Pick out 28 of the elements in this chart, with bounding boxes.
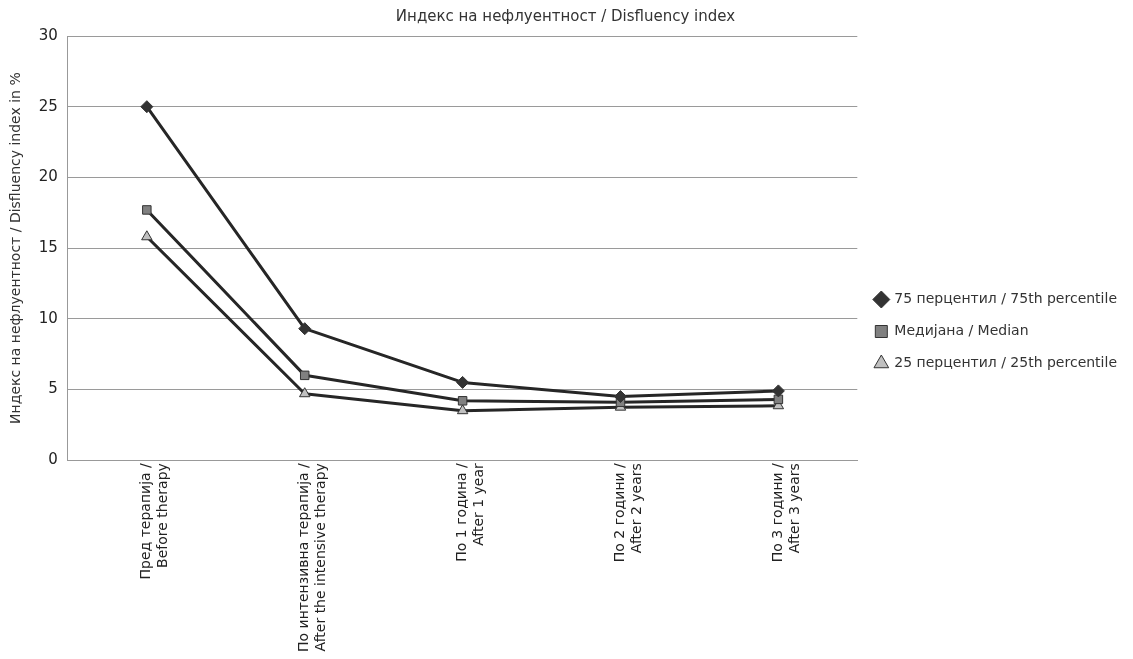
chart-title: Индекс на нефлуентност / Disfluency index bbox=[395, 6, 736, 25]
y-tick-label: 15 bbox=[38, 237, 58, 256]
y-tick-label: 30 bbox=[38, 25, 58, 44]
legend-label: Медијана / Median bbox=[894, 322, 1029, 339]
y-tick-label: 25 bbox=[38, 96, 58, 115]
y-tick-label: 10 bbox=[38, 308, 58, 327]
point bbox=[298, 322, 312, 336]
legend-label: 25 перцентил / 25th percentile bbox=[894, 354, 1118, 371]
point bbox=[456, 404, 469, 415]
legend-label: 75 перцентил / 75th percentile bbox=[894, 290, 1118, 307]
point bbox=[771, 384, 785, 398]
x-tick-label: По 2 години / After 2 years bbox=[611, 462, 644, 563]
y-tick-label: 5 bbox=[48, 379, 58, 398]
x-tick-label: По 1 година / After 1 year bbox=[453, 462, 487, 562]
y-tick-label: 20 bbox=[38, 167, 58, 186]
y-tick-label: 0 bbox=[48, 450, 58, 469]
point bbox=[613, 390, 627, 404]
point bbox=[141, 230, 153, 241]
x-tick-label: Пред терапија / Before therapy bbox=[137, 462, 171, 580]
point bbox=[457, 396, 468, 406]
point bbox=[456, 375, 470, 389]
point bbox=[299, 387, 311, 398]
y-axis-title: Индекс на нефлуентност / Disfluency index in % bbox=[7, 72, 24, 424]
point bbox=[140, 100, 154, 114]
point bbox=[142, 205, 152, 215]
x-tick-label: По интензивна терапија / After the intensive therapy bbox=[295, 462, 329, 653]
point bbox=[299, 370, 310, 381]
x-tick-label: По 3 години / After 3 years bbox=[769, 462, 802, 563]
